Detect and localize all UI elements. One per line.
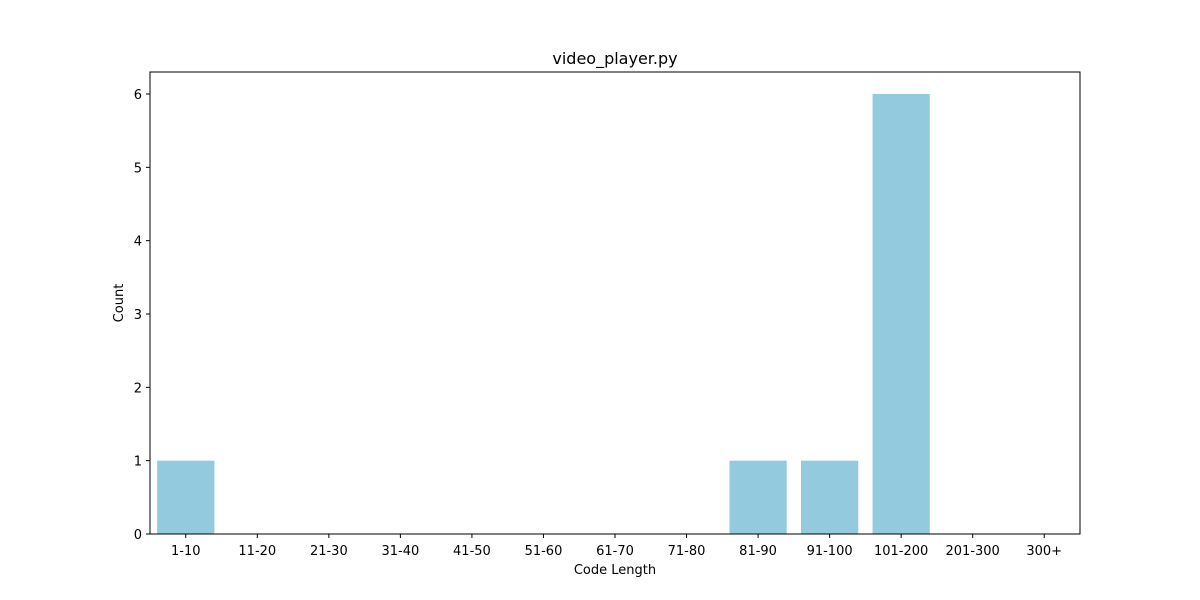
x-tick-label: 81-90 <box>739 544 777 559</box>
x-axis: 1-10 11-20 21-30 31-40 41-50 51-60 61-70 71-80 8… <box>171 534 1062 559</box>
y-tick-label: 6 <box>134 88 142 103</box>
x-tick-label: 101-200 <box>874 544 928 559</box>
x-tick-label: 71-80 <box>668 544 706 559</box>
x-tick-label: 300+ <box>1026 544 1062 559</box>
x-tick-label: 41-50 <box>453 544 491 559</box>
y-tick-label: 0 <box>134 528 142 543</box>
chart-title: video_player.py <box>552 49 677 69</box>
bar-101-200 <box>872 94 930 534</box>
y-axis-label: Count <box>112 284 127 323</box>
bar-81-90 <box>729 460 787 534</box>
bar-1-10 <box>157 460 215 534</box>
y-tick-label: 1 <box>134 455 142 470</box>
x-tick-label: 201-300 <box>946 544 1000 559</box>
x-tick-label: 11-20 <box>238 544 276 559</box>
y-tick-label: 4 <box>134 235 142 250</box>
bar-91-100 <box>801 460 859 534</box>
x-tick-label: 1-10 <box>171 544 201 559</box>
x-tick-label: 61-70 <box>596 544 634 559</box>
x-axis-label: Code Length <box>574 563 656 578</box>
plot-frame <box>149 71 1081 535</box>
x-tick-label: 51-60 <box>525 544 563 559</box>
bars-group <box>157 94 930 534</box>
y-tick-label: 5 <box>134 161 142 176</box>
x-tick-label: 31-40 <box>381 544 419 559</box>
y-tick-label: 2 <box>134 381 142 396</box>
x-tick-label: 91-100 <box>807 544 853 559</box>
y-tick-label: 3 <box>134 308 142 323</box>
y-axis: 0 1 2 3 4 5 6 <box>134 88 150 543</box>
x-tick-label: 21-30 <box>310 544 348 559</box>
